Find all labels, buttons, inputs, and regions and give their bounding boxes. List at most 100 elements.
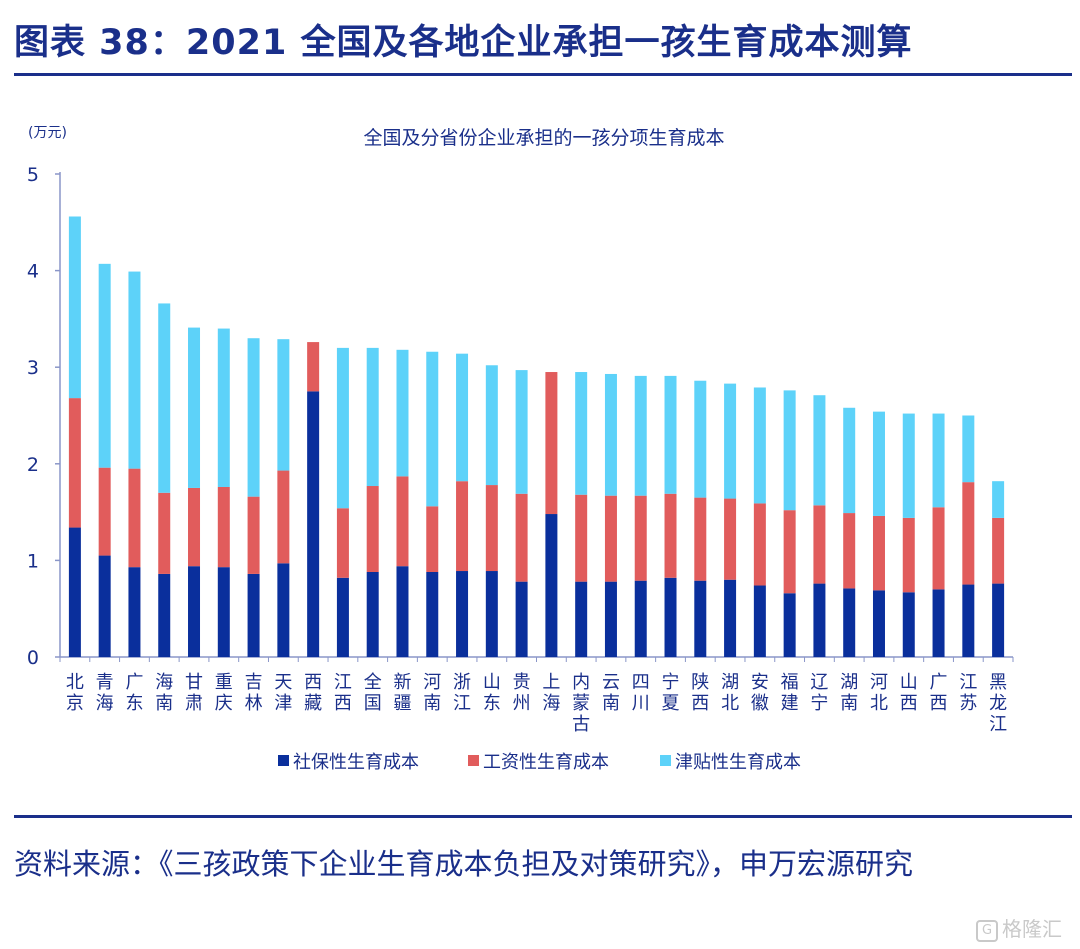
bar-segment-3: [872, 411, 885, 516]
bar-segment-3: [575, 372, 588, 495]
bar-segment-3: [634, 375, 647, 496]
bar-segment-1: [604, 581, 617, 657]
bar-segment-1: [724, 579, 737, 657]
bar-segment-2: [575, 494, 588, 582]
title-rule: [14, 73, 1072, 76]
x-category-label: 青海: [96, 672, 114, 714]
bar-segment-1: [68, 527, 81, 657]
x-category-label: 贵州: [513, 672, 531, 714]
bar-segment-2: [604, 495, 617, 582]
bar-segment-2: [217, 486, 230, 568]
bar-segment-1: [158, 573, 171, 657]
bar-segment-1: [188, 566, 201, 657]
x-category-label: 湖南: [840, 672, 858, 714]
bar-segment-2: [426, 506, 439, 572]
bar-segment-2: [515, 493, 528, 582]
x-category-label: 海南: [155, 672, 173, 714]
bar-segment-2: [396, 476, 409, 567]
bar-segment-3: [783, 390, 796, 511]
bar-segment-2: [307, 342, 320, 392]
bar-segment-3: [158, 303, 171, 493]
bar-segment-2: [247, 496, 260, 574]
bar-segment-2: [872, 515, 885, 591]
bar-segment-2: [188, 487, 201, 567]
x-category-label: 福建: [781, 672, 799, 714]
x-category-label: 云南: [602, 672, 620, 714]
source-note: 资料来源：《三孩政策下企业生育成本负担及对策研究》，申万宏源研究: [14, 847, 914, 881]
x-category-label: 江西: [334, 672, 352, 714]
bar-segment-3: [664, 375, 677, 494]
x-category-label: 广东: [125, 672, 143, 714]
bar-segment-3: [456, 353, 469, 482]
bar-segment-3: [515, 370, 528, 494]
bar-segment-3: [902, 413, 915, 518]
x-category-label: 河北: [870, 672, 888, 714]
y-tick-label: 2: [27, 454, 39, 476]
bar-segment-3: [128, 271, 141, 469]
legend-label-3: 津贴性生育成本: [675, 752, 801, 773]
legend-swatch-3: [660, 755, 671, 766]
y-tick-label: 3: [27, 357, 39, 379]
y-axis-unit: (万元): [28, 125, 67, 141]
y-tick-label: 5: [27, 164, 39, 186]
bar-segment-1: [456, 571, 469, 657]
figure-title: 图表 38：2021 全国及各地企业承担一孩生育成本测算: [14, 23, 913, 63]
bar-segment-3: [962, 415, 975, 483]
bar-segment-2: [128, 468, 141, 568]
bar-segment-1: [128, 567, 141, 657]
bar-segment-3: [992, 481, 1005, 518]
y-tick-label: 0: [27, 647, 39, 669]
bar-segment-1: [813, 583, 826, 657]
bar-segment-3: [336, 347, 349, 509]
bar-segment-1: [366, 571, 379, 657]
bar-segment-1: [932, 589, 945, 657]
x-category-label: 湖北: [721, 672, 739, 714]
x-category-label: 江苏: [959, 672, 977, 714]
legend-swatch-2: [468, 755, 479, 766]
bar-segment-1: [217, 567, 230, 657]
bar-segment-2: [902, 517, 915, 593]
bar-segment-3: [277, 339, 290, 471]
bar-segment-3: [932, 413, 945, 508]
bar-segment-2: [694, 497, 707, 581]
bar-segment-2: [68, 398, 81, 528]
bar-segment-3: [247, 338, 260, 497]
legend-swatch-1: [278, 755, 289, 766]
x-category-label: 山西: [900, 672, 918, 714]
x-category-label: 浙江: [453, 672, 471, 714]
legend-label-2: 工资性生育成本: [483, 752, 609, 773]
x-category-label: 山东: [483, 672, 501, 714]
bar-segment-2: [485, 485, 498, 572]
bar-segment-1: [247, 573, 260, 657]
bar-segment-3: [724, 383, 737, 499]
y-tick-label: 4: [27, 261, 39, 283]
bar-segment-1: [485, 571, 498, 657]
x-category-label: 黑龙江: [989, 672, 1007, 735]
bar-segment-1: [545, 514, 558, 657]
x-category-label: 北京: [66, 672, 84, 714]
bar-segment-1: [992, 583, 1005, 657]
watermark: G 格隆汇: [976, 913, 1062, 942]
x-category-label: 陕西: [691, 672, 709, 714]
bar-segment-2: [664, 493, 677, 578]
bar-segment-2: [783, 510, 796, 594]
x-category-label: 广西: [930, 672, 948, 714]
x-category-label: 四川: [632, 672, 650, 714]
bar-segment-1: [515, 581, 528, 657]
bar-segment-2: [813, 505, 826, 584]
x-category-label: 内蒙古: [572, 672, 590, 735]
bar-segment-1: [664, 577, 677, 657]
x-category-label: 河南: [423, 672, 441, 714]
bar-segment-2: [753, 503, 766, 586]
bar-segment-2: [932, 507, 945, 590]
bar-segment-2: [336, 508, 349, 578]
x-category-label: 辽宁: [810, 672, 828, 714]
logo-icon: G: [976, 919, 998, 942]
bar-segment-3: [604, 373, 617, 496]
bar-segment-3: [813, 395, 826, 506]
bar-segment-1: [575, 581, 588, 657]
x-category-label: 新疆: [393, 672, 411, 714]
x-category-label: 吉林: [245, 672, 263, 714]
bar-segment-1: [307, 391, 320, 657]
x-category-label: 西藏: [304, 672, 322, 714]
